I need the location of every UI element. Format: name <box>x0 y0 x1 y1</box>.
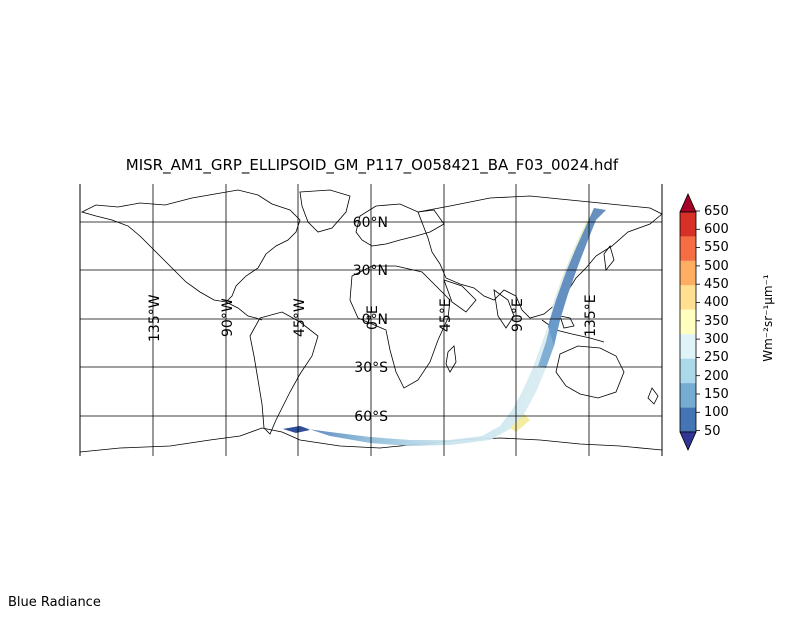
lat-label-60n: 60°N <box>353 215 388 231</box>
field-caption: Blue Radiance <box>8 595 101 610</box>
lon-label-90w: 90°W <box>220 298 236 337</box>
colorbar-segment <box>680 383 696 408</box>
colorbar-segment <box>680 212 696 237</box>
colorbar-extend-min <box>679 431 697 451</box>
colorbar-segment <box>680 236 696 261</box>
lat-label-30s: 30°S <box>354 360 388 376</box>
lat-label-0n: 0°N <box>362 312 388 328</box>
colorbar: 650 600 550 500 450 400 350 300 250 200 … <box>679 193 775 451</box>
colorbar-tick-label: 400 <box>704 295 729 310</box>
colorbar-segment <box>680 358 696 384</box>
colorbar-segment <box>680 334 696 359</box>
colorbar-tick-label: 550 <box>704 240 729 255</box>
colorbar-segment <box>680 407 696 432</box>
colorbar-segment <box>680 285 696 310</box>
colorbar-ticks <box>696 210 700 432</box>
lat-label-60s: 60°S <box>354 409 388 425</box>
colorbar-segment <box>680 260 696 286</box>
lon-label-135e: 135°E <box>583 294 599 337</box>
colorbar-segment <box>680 309 696 335</box>
colorbar-tick-label: 450 <box>704 277 729 292</box>
colorbar-extend-max <box>679 193 697 213</box>
colorbar-tick-label: 100 <box>704 405 729 420</box>
colorbar-tick-label: 600 <box>704 222 729 237</box>
colorbar-tick-label: 150 <box>704 387 729 402</box>
figure-title: MISR_AM1_GRP_ELLIPSOID_GM_P117_O058421_B… <box>125 156 619 174</box>
satellite-swath <box>283 208 606 446</box>
lon-label-135w: 135°W <box>147 294 163 342</box>
coastlines <box>80 189 662 453</box>
graticule <box>80 184 662 456</box>
colorbar-tick-label: 200 <box>704 369 729 384</box>
lon-label-0e: 0°E <box>365 305 381 330</box>
colorbar-tick-label: 250 <box>704 350 729 365</box>
colorbar-tick-label: 650 <box>704 204 729 219</box>
lat-label-30n: 30°N <box>353 263 388 279</box>
lon-label-45w: 45°W <box>292 298 308 337</box>
colorbar-tick-label: 350 <box>704 314 729 329</box>
colorbar-segments <box>679 193 697 451</box>
lon-label-45e: 45°E <box>438 298 454 332</box>
colorbar-tick-label: 50 <box>704 424 721 439</box>
lon-label-90e: 90°E <box>510 298 526 332</box>
colorbar-tick-label: 300 <box>704 332 729 347</box>
colorbar-unit-label: Wm⁻²sr⁻¹μm⁻¹ <box>761 274 775 362</box>
colorbar-tick-label: 500 <box>704 259 729 274</box>
